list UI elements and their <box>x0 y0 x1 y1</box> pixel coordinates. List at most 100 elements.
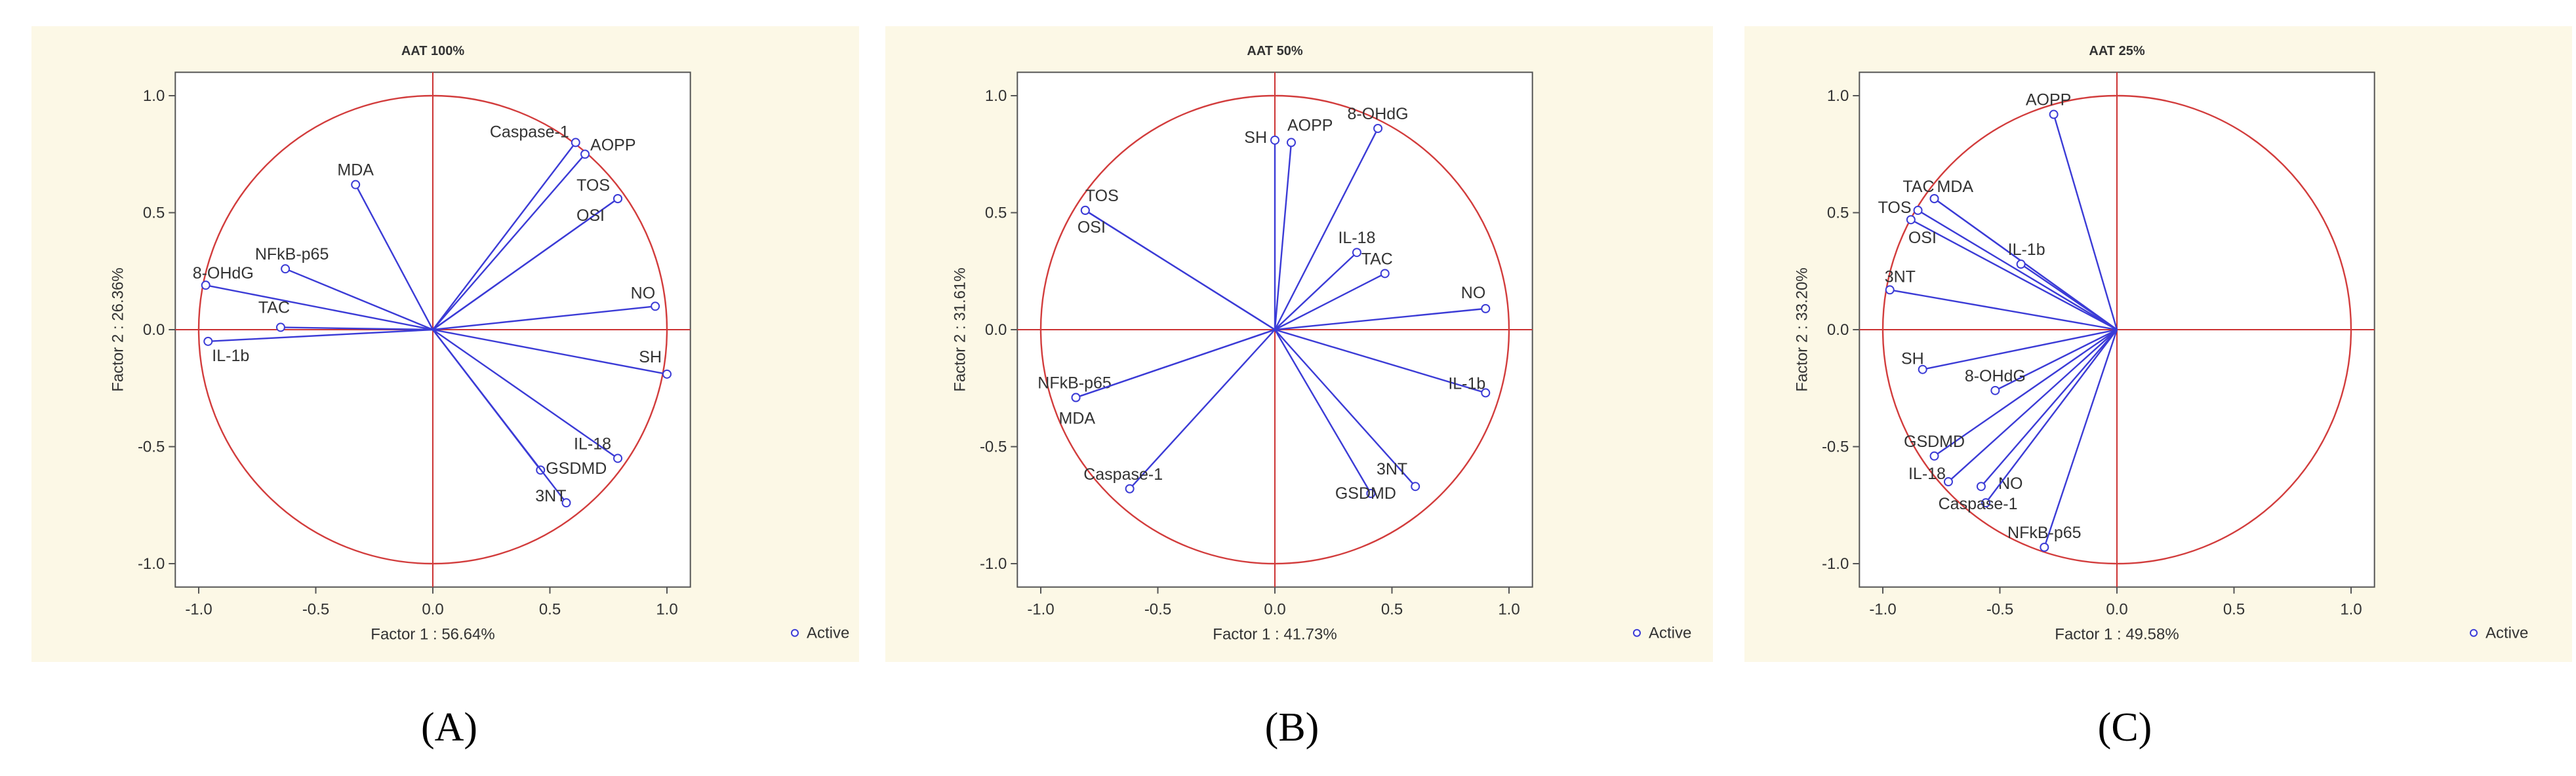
data-label: NO <box>1998 475 2023 493</box>
data-point <box>1990 385 2000 395</box>
y-tick-label: 0.0 <box>985 321 1007 339</box>
loading-vector <box>1910 219 2118 331</box>
legend-marker <box>791 629 799 637</box>
loading-vector <box>1933 198 2118 330</box>
data-point <box>1270 135 1279 145</box>
data-label: 8-OHdG <box>1965 367 2026 385</box>
chart-panel-a: AAT 100% -1.0 -0.5 0.0 0.5 1.0 1.0 0.5 0.0 -0.5 -1… <box>0 0 859 688</box>
data-point <box>580 149 590 159</box>
x-tick-label: 1.0 <box>1498 601 1519 619</box>
loading-vector <box>355 184 434 330</box>
data-point <box>613 194 623 204</box>
data-label: TOS <box>1085 187 1119 205</box>
data-point <box>1906 215 1916 225</box>
panel-label-b: (B) <box>1264 705 1319 750</box>
y-axis-label: Factor 2 : 33.20% <box>1793 267 1811 391</box>
y-tick-label: 0.5 <box>1827 204 1849 222</box>
data-label: AOPP <box>590 136 635 154</box>
data-label: OSI <box>576 206 605 225</box>
loading-vector <box>432 305 656 331</box>
data-label: GSDMD <box>546 459 607 478</box>
loading-vector <box>1085 209 1276 331</box>
data-label: NFkB-p65 <box>255 245 329 263</box>
data-label: TAC <box>258 298 290 317</box>
loading-vector <box>2043 329 2118 548</box>
loading-vector <box>2020 263 2118 330</box>
data-point <box>1929 194 1939 204</box>
data-label: OSI <box>1077 218 1106 237</box>
x-axis-label: Factor 1 : 56.64% <box>371 626 494 644</box>
data-label: OSI <box>1908 229 1937 247</box>
loading-vector <box>1933 329 2118 457</box>
data-label: IL-1b <box>2008 241 2045 259</box>
loading-vector <box>432 328 668 376</box>
data-point <box>201 281 211 290</box>
y-tick-label: 0.5 <box>143 204 165 222</box>
data-point <box>1352 248 1361 258</box>
data-label: IL-1b <box>1448 374 1485 393</box>
y-tick-label: -1.0 <box>980 555 1007 573</box>
data-label: MDA <box>337 161 374 180</box>
x-tick-label: -1.0 <box>1027 601 1054 619</box>
x-tick-label: -1.0 <box>185 601 212 619</box>
chart-panel-c: AAT 25% -1.0 -0.5 0.0 0.5 1.0 1.0 0.5 0.0 -0.5 -1.… <box>1718 0 2576 688</box>
x-axis-label: Factor 1 : 41.73% <box>1213 626 1337 644</box>
data-point <box>275 322 285 332</box>
loading-vector <box>432 153 586 330</box>
loading-vector <box>1981 329 2118 487</box>
data-label: IL-1b <box>212 347 249 365</box>
loading-vector <box>1948 329 2118 482</box>
data-label: TAC <box>1902 178 1934 196</box>
data-label: SH <box>1901 350 1924 368</box>
data-point <box>1080 205 1090 215</box>
data-point <box>1481 303 1491 313</box>
loading-vector <box>2053 114 2118 330</box>
data-label: 8-OHdG <box>193 264 254 282</box>
chart-title: AAT 100% <box>401 44 465 58</box>
x-tick-label: 0.0 <box>2106 601 2127 619</box>
y-tick-label: -0.5 <box>138 438 165 456</box>
data-point <box>1373 123 1383 133</box>
y-tick-label: -1.0 <box>1822 555 1849 573</box>
loading-vector <box>1076 328 1276 398</box>
legend-marker <box>1633 629 1641 637</box>
y-tick-label: 0.5 <box>985 204 1007 222</box>
y-tick-label: 1.0 <box>1827 87 1849 105</box>
data-label: NFkB-p65 <box>2007 524 2082 542</box>
data-label: Caspase-1 <box>1939 495 2018 513</box>
data-point <box>203 336 213 346</box>
chart-panel-b: AAT 50% -1.0 -0.5 0.0 0.5 1.0 1.0 0.5 0.0 -0.5 -1.… <box>859 0 1718 688</box>
x-tick-label: 0.5 <box>2223 601 2245 619</box>
data-point <box>1943 477 1953 487</box>
data-point <box>1071 393 1081 402</box>
loading-vector <box>205 284 433 331</box>
loading-vector <box>1922 328 2118 370</box>
legend-label: Active <box>807 625 849 642</box>
loading-vector <box>1274 128 1379 330</box>
x-tick-label: 0.0 <box>422 601 443 619</box>
data-point <box>1366 488 1376 498</box>
loading-vector <box>208 328 433 343</box>
loading-vector <box>1917 209 2118 331</box>
data-label: TAC <box>1361 250 1393 268</box>
data-label: Caspase-1 <box>490 123 569 141</box>
data-point <box>1125 484 1135 494</box>
data-point <box>2040 543 2049 553</box>
data-point <box>1286 138 1296 147</box>
y-tick-label: 0.0 <box>1827 321 1849 339</box>
loading-vector <box>432 329 618 459</box>
x-tick-label: -1.0 <box>1869 601 1896 619</box>
y-tick-label: 1.0 <box>985 87 1007 105</box>
data-point <box>571 138 580 147</box>
data-label: 8-OHdG <box>1348 105 1409 123</box>
loading-vector <box>1274 252 1358 330</box>
x-tick-label: -0.5 <box>1144 601 1171 619</box>
correlation-circle-chart: AAT 50% -1.0 -0.5 0.0 0.5 1.0 1.0 0.5 0.0 -0.5 -1.… <box>885 26 1713 662</box>
data-point <box>1411 482 1420 492</box>
data-point <box>651 301 660 311</box>
data-label: 3NT <box>535 487 566 505</box>
x-axis-label: Factor 1 : 49.58% <box>2055 626 2179 644</box>
data-label: SH <box>639 348 662 366</box>
loading-vector <box>1985 329 2118 503</box>
y-tick-label: 1.0 <box>143 87 165 105</box>
